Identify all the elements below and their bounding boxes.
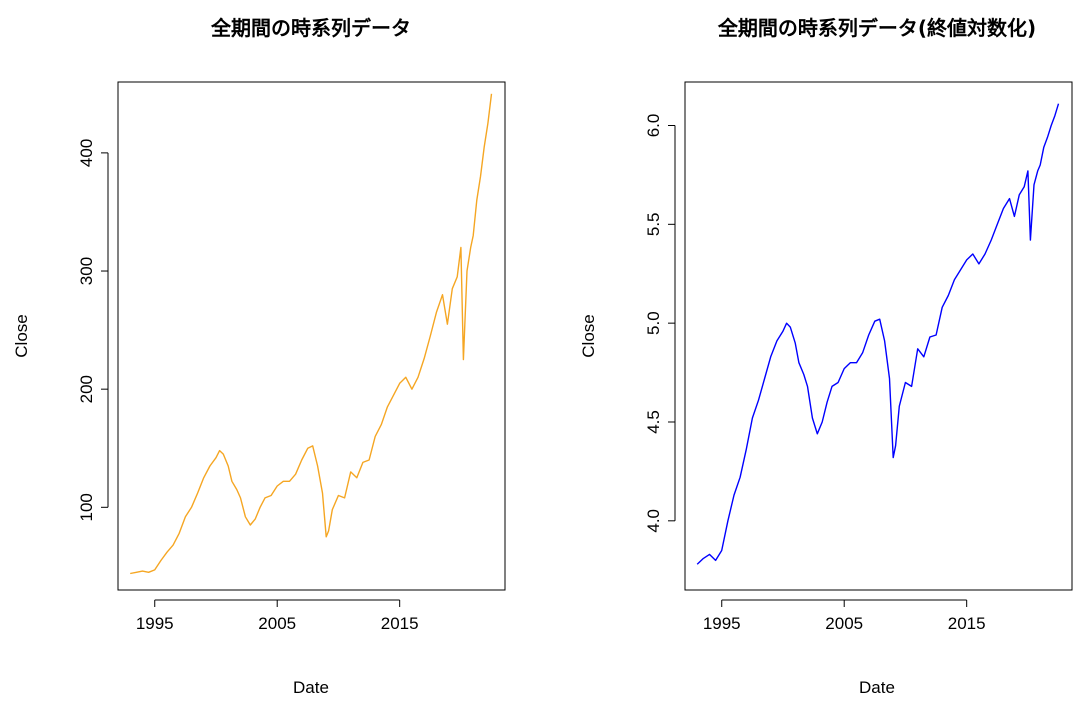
chart-right-x-tick-label: 2015 — [948, 614, 986, 633]
chart-right-x-tick-label: 2005 — [825, 614, 863, 633]
chart-left-x-tick-label: 2015 — [381, 614, 419, 633]
chart-left-x-axis-label: Date — [293, 678, 329, 697]
chart-right-plot-frame — [684, 81, 1073, 591]
chart-right-y-ticks: 4.0 4.5 5.0 5.5 6.0 — [644, 114, 676, 533]
chart-right-title: 全期間の時系列データ(終値対数化) — [717, 16, 1036, 40]
chart-left-y-tick-label: 100 — [77, 493, 96, 521]
chart-left-y-ticks: 100 200 300 400 — [77, 139, 109, 521]
chart-left-title: 全期間の時系列データ — [210, 16, 411, 40]
chart-left-plot-frame — [117, 81, 506, 591]
chart-right-y-tick-label: 5.5 — [644, 212, 663, 236]
chart-left-y-tick-label: 400 — [77, 139, 96, 167]
chart-right-y-tick-label: 4.0 — [644, 509, 663, 533]
chart-left-y-tick-label: 300 — [77, 257, 96, 285]
chart-left-series-line — [130, 93, 493, 575]
chart-right-x-ticks: 1995 2005 2015 — [703, 599, 986, 633]
chart-right-y-tick-label: 6.0 — [644, 114, 663, 138]
chart-left-y-axis-label: Close — [12, 314, 31, 357]
chart-right-y-tick-label: 4.5 — [644, 410, 663, 434]
chart-left-x-tick-label: 1995 — [136, 614, 174, 633]
chart-right: 全期間の時系列データ(終値対数化) 1995 2005 2015 4.0 4.5 5.0… — [579, 16, 1073, 697]
chart-left-y-tick-label: 200 — [77, 375, 96, 403]
chart-left-x-tick-label: 2005 — [258, 614, 296, 633]
chart-left: 全期間の時系列データ 1995 2005 2015 100 200 300 400 Dat… — [12, 16, 506, 697]
chart-right-x-axis-label: Date — [859, 678, 895, 697]
chart-right-series-line — [696, 103, 1060, 565]
chart-left-x-ticks: 1995 2005 2015 — [136, 599, 419, 633]
chart-right-y-axis-label: Close — [579, 314, 598, 357]
chart-right-x-tick-label: 1995 — [703, 614, 741, 633]
chart-right-y-tick-label: 5.0 — [644, 311, 663, 335]
